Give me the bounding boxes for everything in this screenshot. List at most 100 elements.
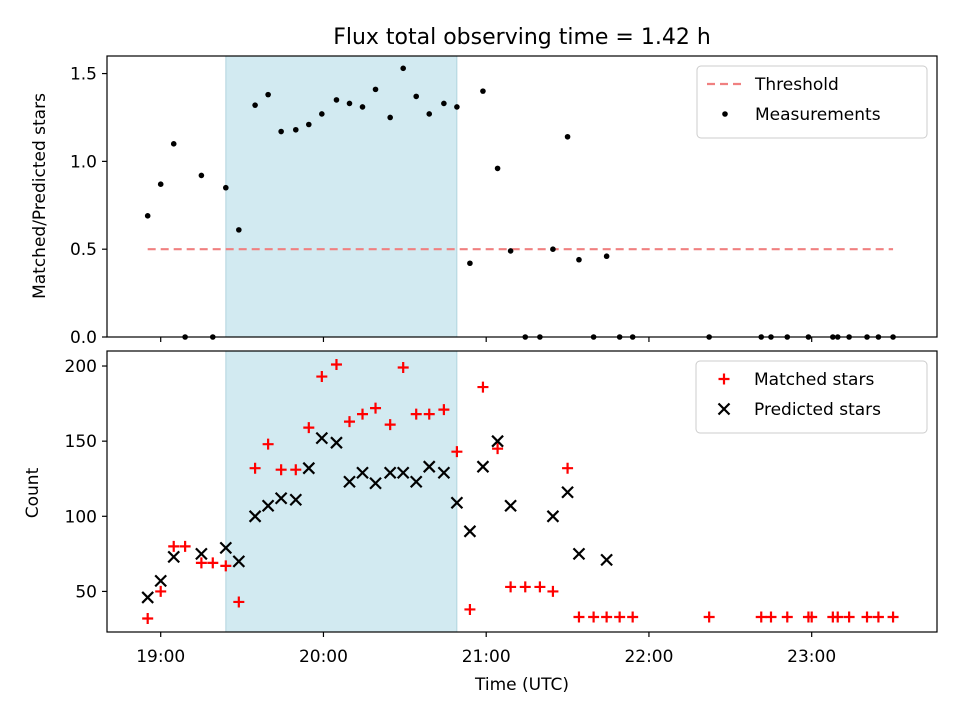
- measurement-point: [198, 172, 205, 179]
- measurement-point: [603, 253, 610, 260]
- measurement-point: [346, 100, 353, 107]
- predicted-star-point: [600, 553, 613, 567]
- bottom-shaded-interval: [225, 350, 458, 633]
- x-tick-label: 20:00: [299, 647, 348, 667]
- chart-title: Flux total observing time = 1.42 h: [333, 25, 711, 50]
- matched-star-point: [397, 362, 409, 374]
- bottom-y-axis-label: Count: [23, 467, 43, 518]
- measurement-point: [223, 184, 229, 191]
- predicted-star-point: [437, 466, 451, 479]
- predicted-star-point: [476, 460, 490, 473]
- matched-star-point: [765, 611, 777, 623]
- matched-star-point: [477, 381, 489, 393]
- predicted-star-point: [356, 466, 369, 479]
- predicted-star-point: [463, 525, 477, 538]
- matched-star-point: [832, 611, 844, 623]
- predicted-star-point: [491, 434, 504, 448]
- top-legend-box: [696, 65, 928, 139]
- bottom-axes-frame: [106, 350, 938, 633]
- x-tick-label: 19:00: [136, 647, 185, 667]
- measurement-point: [292, 126, 299, 133]
- flux-ratio-panel: 0.0 0.5 1.0 1.5 Threshold Measurements: [70, 55, 938, 348]
- predicted-star-point: [289, 493, 303, 507]
- bottom-y-tick-label: 150: [65, 432, 97, 452]
- top-y-tick-label: 1.5: [70, 65, 97, 85]
- measurement-point: [467, 260, 473, 267]
- matched-star-point: [343, 416, 355, 428]
- measurement-point: [441, 100, 447, 107]
- x-tick-label: 22:00: [624, 647, 673, 667]
- matched-star-point: [588, 611, 600, 623]
- matched-star-point: [275, 464, 287, 476]
- measurement-point: [319, 111, 325, 117]
- matched-star-point: [262, 438, 274, 450]
- measurement-point: [236, 227, 242, 233]
- predicted-star-point: [561, 485, 574, 499]
- predicted-star-point: [315, 431, 329, 445]
- matched-star-point: [370, 402, 382, 414]
- matched-star-point: [195, 557, 207, 569]
- legend-label: Matched stars: [754, 370, 874, 390]
- predicted-star-point: [167, 550, 181, 564]
- matched-star-point: [861, 611, 873, 623]
- matched-star-point: [249, 462, 261, 474]
- matched-star-point: [872, 611, 884, 623]
- legend-predicted-swatch: [717, 402, 731, 416]
- measurement-point: [144, 213, 151, 219]
- matched-star-point: [220, 560, 232, 572]
- matched-star-point: [290, 464, 302, 476]
- predicted-star-point: [195, 547, 208, 561]
- predicted-star-point: [546, 510, 560, 523]
- matched-star-point: [330, 359, 342, 371]
- predicted-star-point: [572, 547, 586, 561]
- measurement-point: [413, 93, 420, 100]
- measurement-point: [306, 121, 312, 128]
- measurement-point: [576, 256, 582, 263]
- top-y-tick-label: 1.0: [70, 152, 97, 172]
- legend-label: Predicted stars: [754, 400, 881, 420]
- predicted-star-point: [274, 491, 288, 505]
- top-legend: Threshold Measurements: [696, 65, 928, 139]
- top-y-axis-label: Matched/Predicted stars: [30, 93, 50, 299]
- matched-star-point: [142, 612, 154, 624]
- matched-star-point: [207, 557, 219, 569]
- predicted-star-point: [409, 475, 423, 489]
- measurement-point: [170, 141, 177, 147]
- measurement-point: [265, 91, 271, 98]
- matched-star-point: [755, 611, 767, 623]
- matched-star-point: [601, 611, 613, 623]
- matched-star-point: [357, 408, 369, 420]
- matched-star-point: [505, 581, 517, 593]
- matched-star-point: [233, 596, 245, 608]
- x-axis-label: Time (UTC): [474, 675, 569, 695]
- legend-measurement-swatch: [722, 111, 728, 117]
- measurement-point: [278, 128, 284, 135]
- predicted-star-point: [248, 510, 262, 523]
- matched-star-point: [410, 408, 422, 420]
- matched-star-point: [423, 408, 435, 420]
- matched-star-point: [887, 611, 899, 623]
- measurement-point: [454, 104, 460, 110]
- matched-star-point: [384, 419, 396, 431]
- matched-star-point: [534, 581, 546, 593]
- measurement-point: [507, 248, 514, 254]
- predicted-star-point: [141, 591, 154, 604]
- matched-star-point: [519, 581, 531, 593]
- legend-label: Measurements: [755, 105, 881, 125]
- predicted-star-point: [396, 466, 410, 479]
- measurement-point: [387, 114, 393, 121]
- matched-star-point: [573, 611, 585, 623]
- matched-star-point: [806, 611, 818, 623]
- measurement-point: [426, 111, 433, 117]
- matched-star-point: [562, 462, 574, 474]
- bottom-y-tick-label: 100: [65, 507, 97, 527]
- matched-star-point: [614, 611, 626, 623]
- predicted-star-point: [261, 499, 275, 513]
- measurement-point: [372, 86, 379, 93]
- measurement-point: [564, 133, 571, 140]
- matched-star-point: [843, 611, 855, 623]
- measurement-point: [400, 65, 406, 72]
- star-count-panel: 50 100 150 200 19:00 20:00 21:00 22:00 23:00 Matc…: [65, 350, 938, 667]
- predicted-star-point: [330, 436, 343, 449]
